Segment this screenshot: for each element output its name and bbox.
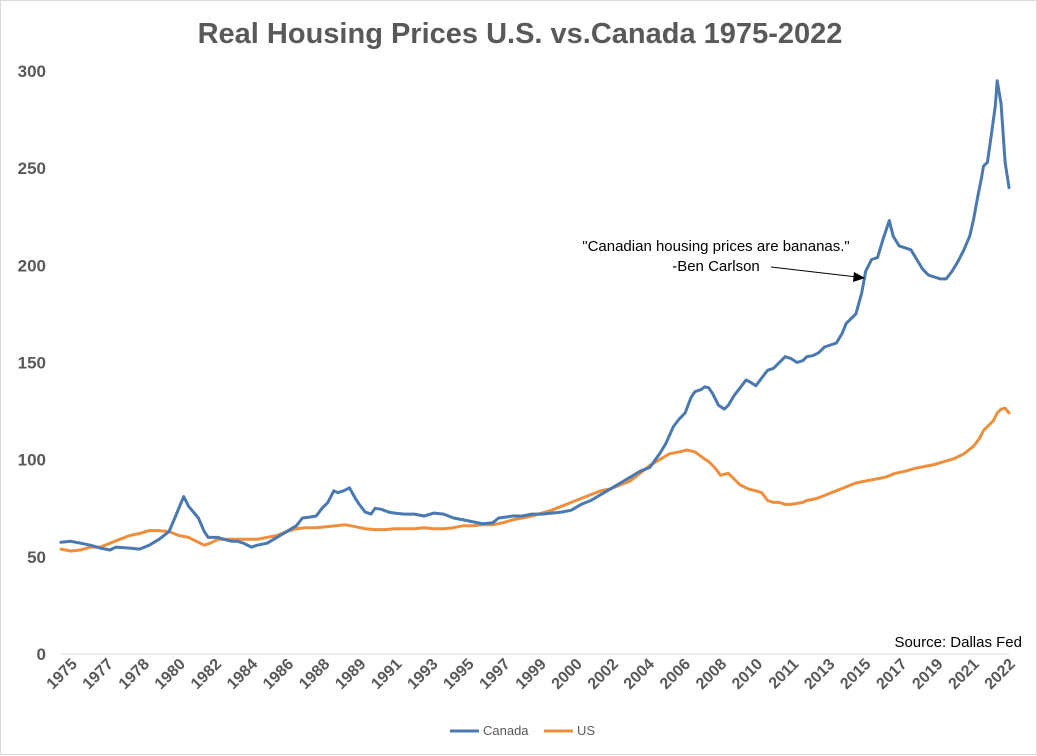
legend-item-canada: Canada: [450, 723, 529, 738]
x-tick-label: 1986: [260, 656, 297, 693]
y-tick-label: 50: [27, 548, 46, 567]
annotation-arrow-line: [770, 266, 858, 278]
y-tick-label: 200: [18, 256, 46, 275]
x-tick-label: 1984: [224, 656, 261, 693]
x-tick-label: 2008: [693, 656, 730, 693]
x-tick-label: 1978: [116, 656, 153, 693]
x-tick-label: 2011: [766, 656, 803, 693]
x-tick-label: 1999: [513, 656, 550, 693]
legend-label-us: US: [577, 723, 595, 738]
x-tick-label: 1982: [188, 656, 225, 693]
chart-title: Real Housing Prices U.S. vs.Canada 1975-…: [198, 18, 843, 50]
x-tick-label: 2010: [729, 656, 766, 693]
x-tick-label: 1991: [368, 656, 405, 693]
y-tick-label: 250: [18, 159, 46, 178]
x-tick-label: 1993: [404, 656, 441, 693]
x-tick-label: 1988: [296, 656, 333, 693]
annotation: "Canadian housing prices are bananas." -…: [582, 238, 865, 282]
x-tick-label: 1975: [44, 656, 81, 693]
series-line-canada: [59, 79, 1011, 552]
x-axis: 1975197719781980198219841986198819891991…: [44, 656, 1019, 693]
legend: Canada US: [450, 723, 595, 738]
series-layer: [59, 79, 1011, 553]
x-tick-label: 1980: [152, 656, 189, 693]
x-tick-label: 2021: [946, 656, 983, 693]
x-tick-label: 1995: [440, 656, 477, 693]
annotation-author: -Ben Carlson: [672, 258, 760, 275]
x-tick-label: 2019: [909, 656, 946, 693]
annotation-quote: "Canadian housing prices are bananas.": [582, 238, 850, 255]
y-tick-label: 150: [18, 354, 46, 373]
legend-item-us: US: [544, 723, 595, 738]
x-tick-label: 1989: [332, 656, 369, 693]
legend-label-canada: Canada: [483, 723, 529, 738]
x-tick-label: 2000: [549, 656, 586, 693]
x-tick-label: 2015: [837, 656, 874, 693]
y-tick-label: 0: [37, 645, 46, 664]
x-tick-label: 2013: [801, 656, 838, 693]
y-tick-label: 100: [18, 451, 46, 470]
x-tick-label: 1977: [80, 656, 117, 693]
x-tick-label: 2022: [982, 656, 1019, 693]
x-tick-label: 2002: [585, 656, 622, 693]
y-tick-label: 300: [18, 62, 46, 81]
x-tick-label: 2017: [873, 656, 910, 693]
y-axis: 0 50 100 150 200 250 300: [18, 62, 46, 664]
x-tick-label: 1997: [477, 656, 514, 693]
annotation-arrow-head: [853, 272, 865, 282]
x-tick-label: 2004: [621, 656, 658, 693]
source-note: Source: Dallas Fed: [894, 634, 1022, 651]
x-tick-label: 2006: [657, 656, 694, 693]
